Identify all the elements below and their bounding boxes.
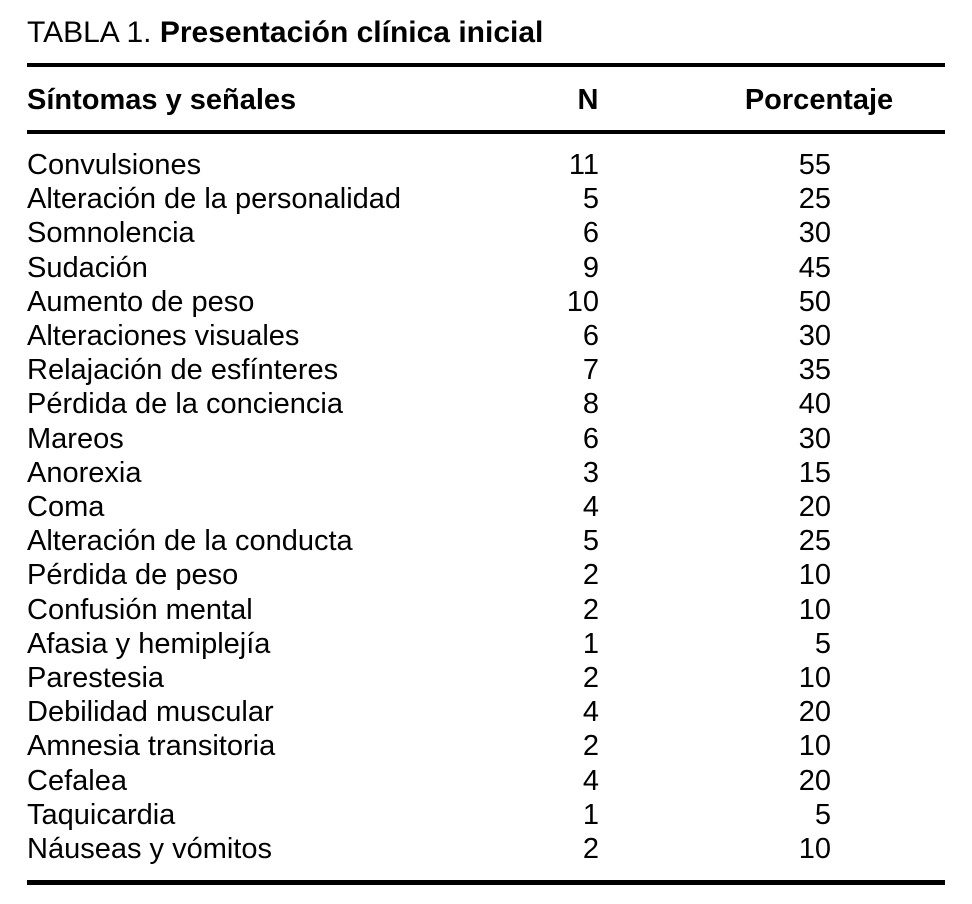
- symptom-cell: Parestesia: [27, 662, 165, 695]
- header-rule: [27, 130, 945, 134]
- percentage-cell: 45: [798, 251, 831, 284]
- table-row: Alteración de la conducta 5 25: [27, 524, 945, 558]
- table-row: Alteraciones visuales 6 30: [27, 319, 945, 353]
- symptom-cell: Pérdida de peso: [27, 559, 239, 592]
- table-row: Cefalea 4 20: [27, 764, 945, 798]
- table-body: Convulsiones 11 55 Alteración de la pers…: [27, 148, 945, 866]
- symptom-cell: Somnolencia: [27, 217, 195, 250]
- percentage-cell: 40: [798, 388, 831, 421]
- n-cell: 2: [582, 559, 599, 592]
- n-cell: 4: [582, 491, 599, 524]
- table-row: Náuseas y vómitos 2 10: [27, 832, 945, 866]
- table-row: Debilidad muscular 4 20: [27, 695, 945, 729]
- n-cell: 9: [582, 251, 599, 284]
- symptom-cell: Sudación: [27, 251, 148, 284]
- percentage-cell: 15: [798, 456, 831, 489]
- table-title: TABLA 1. Presentación clínica inicial: [27, 16, 945, 50]
- percentage-cell: 30: [798, 217, 831, 250]
- percentage-cell: 55: [798, 149, 831, 181]
- symptom-cell: Alteración de la conducta: [27, 525, 353, 558]
- percentage-cell: 20: [798, 696, 831, 729]
- symptom-cell: Relajación de esfínteres: [27, 354, 339, 387]
- table-row: Coma 4 20: [27, 490, 945, 524]
- n-cell: 4: [582, 764, 599, 797]
- table-row: Pérdida de peso 2 10: [27, 558, 945, 592]
- table-row: Sudación 9 45: [27, 251, 945, 285]
- n-cell: 6: [582, 422, 599, 455]
- percentage-cell: 10: [798, 662, 831, 695]
- table-title-text: Presentación clínica inicial: [159, 16, 544, 49]
- n-cell: 2: [582, 593, 599, 626]
- n-cell: 11: [568, 149, 599, 181]
- table-row: Pérdida de la conciencia 8 40: [27, 387, 945, 421]
- column-header-symptoms: Síntomas y señales: [27, 84, 297, 116]
- symptom-cell: Alteración de la personalidad: [27, 183, 402, 216]
- table-row: Amnesia transitoria 2 10: [27, 729, 945, 763]
- table-row: Anorexia 3 15: [27, 456, 945, 490]
- percentage-cell: 50: [798, 285, 831, 318]
- column-header-percentage: Porcentaje: [744, 84, 894, 116]
- table-row: Relajación de esfínteres 7 35: [27, 353, 945, 387]
- percentage-cell: 30: [798, 422, 831, 455]
- percentage-cell: 30: [798, 320, 831, 353]
- table-header-row: Síntomas y señales N Porcentaje: [27, 83, 945, 117]
- percentage-cell: 20: [798, 491, 831, 524]
- symptom-cell: Náuseas y vómitos: [27, 833, 272, 866]
- percentage-cell: 10: [798, 730, 831, 763]
- percentage-cell: 10: [798, 593, 831, 626]
- symptom-cell: Amnesia transitoria: [27, 730, 276, 763]
- n-cell: 5: [582, 183, 599, 216]
- n-cell: 3: [582, 456, 599, 489]
- table-row: Afasia y hemiplejía 1 5: [27, 627, 945, 661]
- symptom-cell: Confusión mental: [27, 593, 253, 626]
- bottom-rule: [27, 880, 945, 886]
- percentage-cell: 5: [814, 798, 831, 831]
- table-row: Aumento de peso 10 50: [27, 285, 945, 319]
- percentage-cell: 10: [798, 833, 831, 866]
- symptom-cell: Aumento de peso: [27, 285, 255, 318]
- symptom-cell: Pérdida de la conciencia: [27, 388, 343, 421]
- symptom-cell: Anorexia: [27, 456, 142, 489]
- n-cell: 8: [582, 388, 599, 421]
- n-cell: 1: [582, 627, 599, 660]
- table-row: Confusión mental 2 10: [27, 593, 945, 627]
- column-header-n: N: [577, 84, 599, 116]
- n-cell: 4: [582, 696, 599, 729]
- symptom-cell: Mareos: [27, 422, 124, 455]
- table-row: Alteración de la personalidad 5 25: [27, 182, 945, 216]
- n-cell: 2: [582, 730, 599, 763]
- percentage-cell: 25: [798, 525, 831, 558]
- symptom-cell: Convulsiones: [27, 149, 202, 181]
- percentage-cell: 25: [798, 183, 831, 216]
- symptom-cell: Taquicardia: [27, 798, 176, 831]
- n-cell: 5: [582, 525, 599, 558]
- top-rule: [27, 63, 945, 67]
- n-cell: 10: [566, 285, 599, 318]
- n-cell: 2: [582, 662, 599, 695]
- percentage-cell: 5: [814, 627, 831, 660]
- n-cell: 2: [582, 833, 599, 866]
- table-row: Taquicardia 1 5: [27, 798, 945, 832]
- symptom-cell: Afasia y hemiplejía: [27, 627, 271, 660]
- table-row: Parestesia 2 10: [27, 661, 945, 695]
- n-cell: 1: [582, 798, 599, 831]
- percentage-cell: 20: [798, 764, 831, 797]
- percentage-cell: 10: [798, 559, 831, 592]
- clinical-presentation-table: TABLA 1. Presentación clínica inicial Sí…: [27, 0, 945, 886]
- n-cell: 6: [582, 217, 599, 250]
- table-row: Convulsiones 11 55: [27, 148, 945, 182]
- n-cell: 6: [582, 320, 599, 353]
- symptom-cell: Coma: [27, 491, 105, 524]
- symptom-cell: Alteraciones visuales: [27, 320, 300, 353]
- n-cell: 7: [582, 354, 599, 387]
- percentage-cell: 35: [798, 354, 831, 387]
- symptom-cell: Debilidad muscular: [27, 696, 274, 729]
- table-row: Somnolencia 6 30: [27, 216, 945, 250]
- symptom-cell: Cefalea: [27, 764, 127, 797]
- table-number-label: TABLA 1.: [27, 16, 152, 49]
- table-row: Mareos 6 30: [27, 422, 945, 456]
